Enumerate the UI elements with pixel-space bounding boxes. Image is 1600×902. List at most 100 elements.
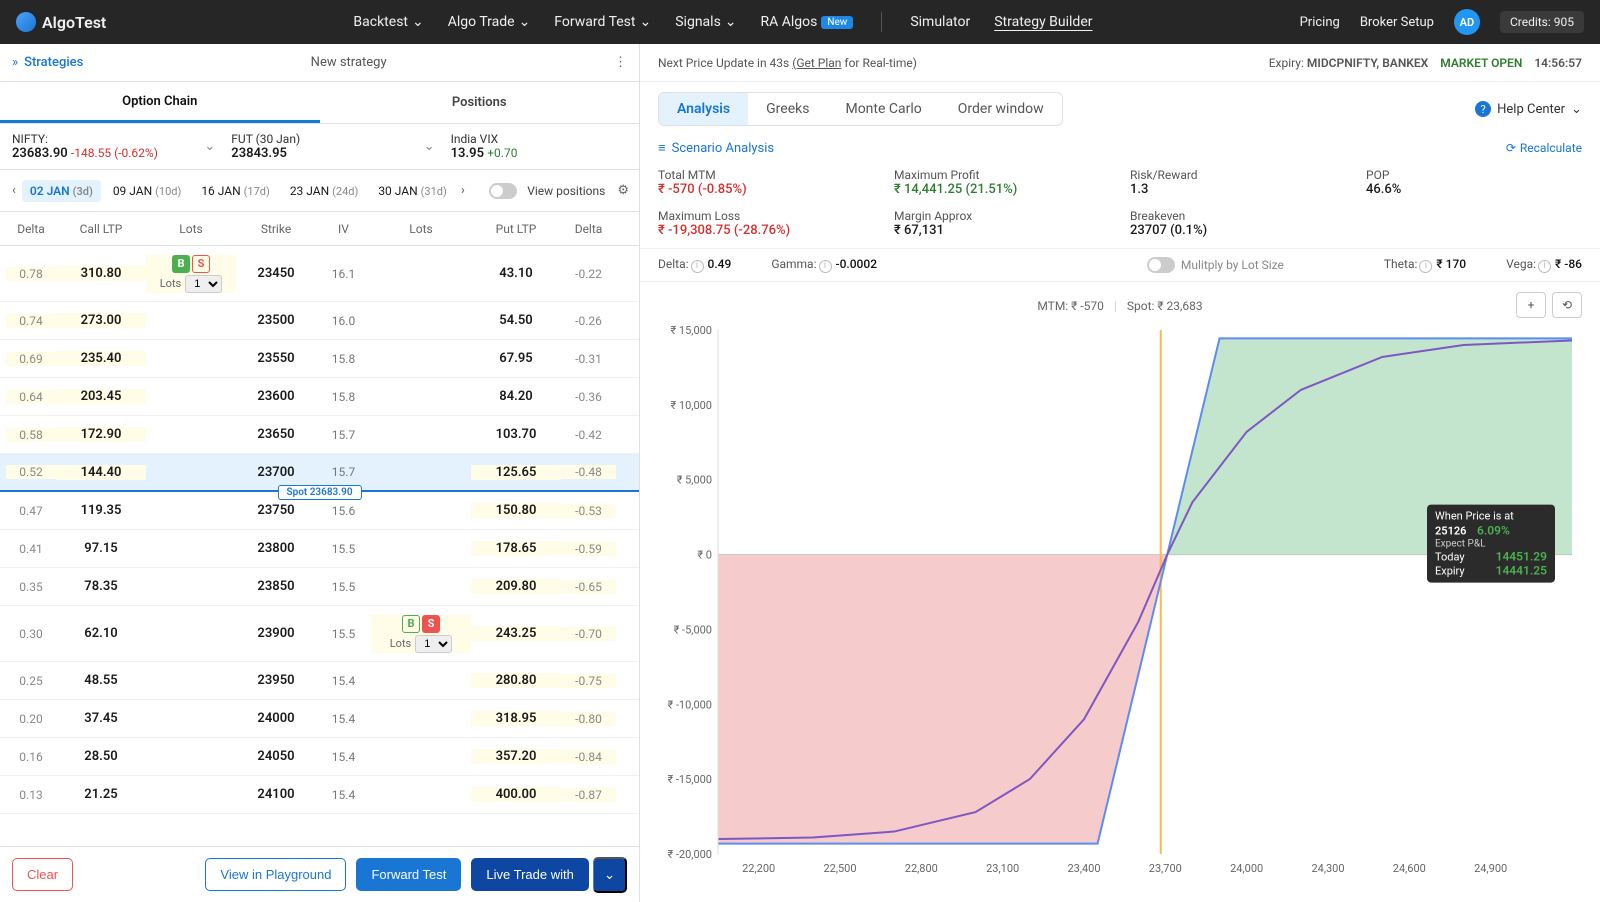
- svg-text:23,400: 23,400: [1067, 862, 1100, 875]
- avatar[interactable]: AD: [1454, 9, 1480, 35]
- option-row[interactable]: 0.58 172.90 23650 15.7 103.70 -0.42: [0, 416, 639, 454]
- lots-select[interactable]: 1: [185, 275, 222, 293]
- nav-broker[interactable]: Broker Setup: [1360, 15, 1434, 30]
- option-row[interactable]: 0.69 235.40 23550 15.8 67.95 -0.31: [0, 340, 639, 378]
- payoff-chart[interactable]: ₹ 15,000₹ 10,000₹ 5,000₹ 0₹ -5,000₹ -10,…: [658, 320, 1582, 884]
- tab-analysis[interactable]: Analysis: [659, 93, 748, 125]
- expiry-chip[interactable]: 30 JAN (31d): [370, 180, 455, 202]
- svg-text:When Price is at: When Price is at: [1435, 510, 1514, 523]
- metric: Risk/Reward1.3: [1130, 168, 1346, 197]
- expiry-chip[interactable]: 09 JAN (10d): [105, 180, 190, 202]
- nifty-box[interactable]: NIFTY: 23683.90 -148.55 (-0.62%): [12, 132, 188, 161]
- svg-text:₹ 15,000: ₹ 15,000: [671, 324, 713, 337]
- expiry-chip[interactable]: 16 JAN (17d): [193, 180, 278, 202]
- strategy-title: New strategy: [83, 55, 614, 70]
- get-plan-link[interactable]: (Get Plan: [792, 56, 841, 70]
- top-nav: AlgoTest Backtest ⌄ Algo Trade ⌄ Forward T…: [0, 0, 1600, 44]
- expiry-value: MIDCPNIFTY, BANKEX: [1307, 56, 1428, 70]
- chevron-left-icon[interactable]: ‹: [10, 181, 18, 200]
- collapse-icon[interactable]: »: [12, 55, 18, 70]
- help-center-button[interactable]: ? Help Center ⌄: [1475, 101, 1582, 117]
- tab-greeks[interactable]: Greeks: [748, 93, 827, 125]
- chevron-right-icon[interactable]: ›: [459, 181, 467, 200]
- option-row[interactable]: 0.52 144.40 23700 15.7 125.65 -0.48Spot …: [0, 454, 639, 492]
- option-chain-header: DeltaCall LTPLotsStrikeIVLotsPut LTPDelt…: [0, 212, 639, 246]
- buy-button[interactable]: B: [402, 615, 420, 633]
- nav-backtest[interactable]: Backtest ⌄: [353, 12, 423, 32]
- tab-option-chain[interactable]: Option Chain: [0, 82, 320, 123]
- nav-ra-algos[interactable]: RA Algos New: [761, 12, 854, 32]
- nav-pricing[interactable]: Pricing: [1300, 15, 1340, 30]
- recalculate-button[interactable]: ⟳ Recalculate: [1506, 141, 1582, 155]
- info-icon[interactable]: i: [1538, 260, 1551, 273]
- nav-center: Backtest ⌄ Algo Trade ⌄ Forward Test ⌄ Sign…: [146, 12, 1299, 32]
- left-panel: » Strategies New strategy ⋮ Option Chain…: [0, 44, 640, 902]
- vix-box: India VIX 13.95 +0.70: [451, 132, 627, 161]
- svg-text:6.09%: 6.09%: [1477, 524, 1510, 538]
- option-row[interactable]: 0.35 78.35 23850 15.5 209.80 -0.65: [0, 568, 639, 606]
- live-trade-button[interactable]: Live Trade with: [471, 858, 588, 891]
- sell-button[interactable]: S: [422, 615, 440, 633]
- svg-text:24,600: 24,600: [1393, 862, 1426, 875]
- credits-badge[interactable]: Credits: 905: [1500, 11, 1584, 33]
- svg-text:23,700: 23,700: [1149, 862, 1182, 875]
- option-row[interactable]: 0.16 28.50 24050 15.4 357.20 -0.84: [0, 738, 639, 776]
- nav-forward-test[interactable]: Forward Test ⌄: [554, 12, 651, 32]
- playground-button[interactable]: View in Playground: [205, 858, 346, 891]
- metric: [1366, 209, 1582, 238]
- chevron-down-icon: ⌄: [1571, 102, 1582, 117]
- chevron-down-icon: ⌄: [412, 14, 424, 30]
- logo-icon: [16, 12, 36, 32]
- nav-algo-trade[interactable]: Algo Trade ⌄: [448, 12, 531, 32]
- nav-signals[interactable]: Signals ⌄: [675, 12, 736, 32]
- option-row[interactable]: 0.13 21.25 24100 15.4 400.00 -0.87: [0, 776, 639, 814]
- buy-button[interactable]: B: [172, 255, 190, 273]
- metric: Breakeven23707 (0.1%): [1130, 209, 1346, 238]
- sell-button[interactable]: S: [192, 255, 210, 273]
- info-icon[interactable]: i: [1419, 260, 1432, 273]
- add-position-icon[interactable]: +: [1516, 292, 1546, 318]
- chevron-down-icon[interactable]: ⌄: [196, 139, 223, 154]
- svg-text:14451.29: 14451.29: [1496, 550, 1548, 564]
- clock: 14:56:57: [1534, 56, 1582, 70]
- live-trade-dropdown[interactable]: ⌄: [593, 857, 627, 893]
- reset-chart-icon[interactable]: ⟲: [1552, 292, 1582, 318]
- clear-button[interactable]: Clear: [12, 858, 73, 891]
- right-panel: Next Price Update in 43s (Get Plan for R…: [640, 44, 1600, 902]
- tab-positions[interactable]: Positions: [320, 82, 640, 123]
- scenario-analysis-link[interactable]: ≡ Scenario Analysis: [658, 140, 774, 156]
- gear-icon[interactable]: ⚙: [617, 183, 629, 198]
- more-icon[interactable]: ⋮: [614, 55, 627, 70]
- option-row[interactable]: 0.20 37.45 24000 15.4 318.95 -0.80: [0, 700, 639, 738]
- refresh-icon: ⟳: [1506, 141, 1516, 155]
- next-update-text: Next Price Update in 43s: [658, 56, 789, 70]
- expiry-chip[interactable]: 02 JAN (3d): [22, 180, 101, 202]
- option-chain-body[interactable]: 0.78 310.80 BSLots 1 23450 16.1 43.10 -0…: [0, 246, 639, 846]
- tab-monte-carlo[interactable]: Monte Carlo: [827, 93, 939, 125]
- option-row[interactable]: 0.74 273.00 23500 16.0 54.50 -0.26: [0, 302, 639, 340]
- option-row[interactable]: 0.41 97.15 23800 15.5 178.65 -0.59: [0, 530, 639, 568]
- chart-mtm-label: MTM: ₹ -570: [1037, 299, 1104, 313]
- svg-text:₹ 5,000: ₹ 5,000: [677, 474, 712, 487]
- option-row[interactable]: 0.64 203.45 23600 15.8 84.20 -0.36: [0, 378, 639, 416]
- tab-order-window[interactable]: Order window: [940, 93, 1062, 125]
- info-icon[interactable]: i: [819, 260, 832, 273]
- logo[interactable]: AlgoTest: [16, 12, 106, 32]
- view-positions-toggle[interactable]: [489, 183, 517, 199]
- multiply-lot-toggle[interactable]: Mulitply by Lot Size: [1147, 257, 1284, 273]
- nav-simulator[interactable]: Simulator: [910, 12, 970, 32]
- nav-builder[interactable]: Strategy Builder: [994, 12, 1092, 32]
- option-row[interactable]: 0.25 48.55 23950 15.4 280.80 -0.75: [0, 662, 639, 700]
- option-row[interactable]: 0.78 310.80 BSLots 1 23450 16.1 43.10 -0…: [0, 246, 639, 302]
- svg-text:24,900: 24,900: [1474, 862, 1507, 875]
- svg-text:22,500: 22,500: [823, 862, 856, 875]
- svg-text:Expiry: Expiry: [1435, 565, 1465, 578]
- option-row[interactable]: 0.30 62.10 23900 15.5 BSLots 1 243.25 -0…: [0, 606, 639, 662]
- strategies-link[interactable]: Strategies: [24, 55, 83, 70]
- info-icon[interactable]: i: [691, 260, 704, 273]
- fut-box[interactable]: FUT (30 Jan) 23843.95: [231, 132, 407, 161]
- forward-test-button[interactable]: Forward Test: [356, 858, 461, 891]
- chevron-down-icon[interactable]: ⌄: [416, 139, 443, 154]
- lots-select[interactable]: 1: [415, 635, 452, 653]
- expiry-chip[interactable]: 23 JAN (24d): [282, 180, 367, 202]
